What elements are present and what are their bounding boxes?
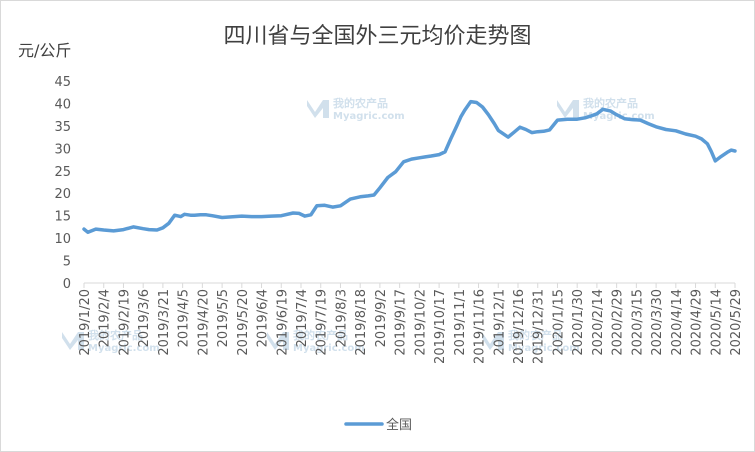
x-tick-label: 2019/3/6 [137,289,152,347]
legend: 全国 [344,417,412,433]
watermark-icon [267,332,289,350]
y-tick-label: 0 [63,277,71,292]
x-tick-label: 2019/5/20 [236,289,251,356]
x-tick-label: 2019/2/19 [117,289,132,356]
watermark-brand-en: Myagric.com [333,111,405,122]
series-line-quanguo [82,99,737,235]
x-tick-label: 2019/12/31 [532,289,547,364]
x-tick-label: 2019/12/1 [492,289,507,356]
x-tick-label: 2020/1/15 [551,289,566,356]
x-tick-label: 2020/3/30 [650,289,665,356]
watermark-brand-cn: 我的农产品 [583,96,638,110]
x-tick-label: 2020/2/29 [611,289,626,356]
x-tick-label: 2020/5/29 [729,289,744,356]
x-tick-label: 2020/3/15 [630,289,645,356]
x-tick-label: 2020/4/14 [670,289,685,356]
series-layer [82,99,737,235]
watermark-brand-cn: 我的农产品 [293,328,348,342]
x-tick-label: 2019/10/2 [413,289,428,356]
y-tick-label: 30 [54,142,71,157]
x-tick-label: 2019/9/17 [394,289,409,356]
chart-title: 四川省与全国外三元均价走势图 [223,24,532,49]
watermark-brand-cn: 我的农产品 [88,328,143,342]
axis-layer: 0 5 10 15 20 25 30 35 40 45 2019/1/20 2019/2/4 2019/… [54,75,744,364]
y-tick-label: 25 [54,165,71,180]
x-tick-label: 2020/5/14 [709,289,724,356]
x-tick-label: 2019/1/20 [78,289,93,356]
x-tick-label: 2019/4/20 [196,289,211,356]
x-tick-label: 2019/11/16 [473,289,488,364]
x-tick-label: 2019/8/3 [334,289,349,347]
x-tick-label: 2019/2/4 [98,289,113,347]
watermark-icon [557,100,579,118]
x-tick-label: 2019/6/19 [275,289,290,356]
x-tick-label: 2019/12/16 [512,289,527,364]
x-tick-label: 2019/8/18 [354,289,369,356]
watermark-brand-cn: 我的农产品 [508,328,563,342]
y-tick-label: 5 [63,255,71,270]
y-tick-label: 40 [54,97,71,112]
x-tick-label: 2019/4/5 [177,289,192,347]
legend-label: 全国 [386,417,412,433]
x-tick-label: 2020/2/14 [591,289,606,356]
x-tick-label: 2019/3/21 [157,289,172,356]
y-tick-label: 45 [54,75,71,90]
watermark-icon [482,332,504,350]
watermark-brand-cn: 我的农产品 [333,96,388,110]
y-tick-label: 15 [54,210,71,225]
x-tick-label: 2019/9/2 [374,289,389,347]
watermark-icon [62,332,84,350]
x-tick-label: 2019/5/5 [216,289,231,347]
y-tick-label: 20 [54,187,71,202]
watermark-icon [307,100,329,118]
x-tick-label: 2019/11/1 [453,289,468,356]
watermark-brand-en: Myagric.com [88,343,160,354]
watermark-brand-en: Myagric.com [293,343,365,354]
x-tick-label: 2019/10/17 [433,289,448,364]
x-tick-label: 2020/1/30 [571,289,586,356]
watermark-brand-en: Myagric.com [508,343,580,354]
x-tick-label: 2019/7/19 [315,289,330,356]
y-tick-label: 35 [54,120,71,135]
x-tick-label: 2019/6/4 [256,289,271,347]
y-tick-label: 10 [54,232,71,247]
x-tick-label: 2019/7/4 [295,289,310,347]
y-axis-unit-label: 元/公斤 [18,41,72,60]
x-tick-label: 2020/4/29 [690,289,705,356]
